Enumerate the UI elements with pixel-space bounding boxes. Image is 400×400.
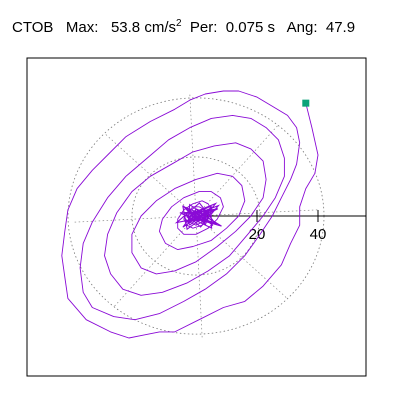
x-tick-label: 20: [249, 226, 266, 243]
station-code: CTOB: [12, 19, 54, 36]
ring-spoke: [104, 133, 197, 217]
plot-frame: [26, 57, 367, 377]
max-label: Max:: [65, 19, 99, 36]
ring-spoke: [189, 93, 197, 217]
ring-spoke: [195, 215, 288, 299]
orbit-trace: [61, 90, 319, 339]
max-unit: cm/s: [144, 19, 176, 36]
max-value: 53.8: [110, 19, 141, 36]
ring-spoke: [195, 124, 279, 217]
chart-title-bar: CTOB Max: 53.8 cm/s2 Per: 0.075 s Ang: 4…: [12, 18, 355, 36]
ang-label: Ang:: [286, 19, 318, 36]
max-unit-exponent: 2: [176, 18, 182, 29]
orbit-center-cluster: [174, 202, 222, 231]
ring-spoke: [195, 215, 203, 339]
x-axis-ticks: 20 40: [249, 210, 327, 243]
orbit-series: [61, 90, 319, 339]
ring-spoke: [113, 215, 197, 308]
per-value: 0.075 s: [225, 19, 275, 36]
x-tick-label: 40: [310, 226, 327, 243]
ring-spoke: [73, 215, 197, 223]
orbit-end-marker: [302, 99, 310, 107]
ang-value: 47.9: [325, 19, 356, 36]
per-label: Per:: [189, 19, 218, 36]
ring-spoke: [195, 209, 319, 217]
